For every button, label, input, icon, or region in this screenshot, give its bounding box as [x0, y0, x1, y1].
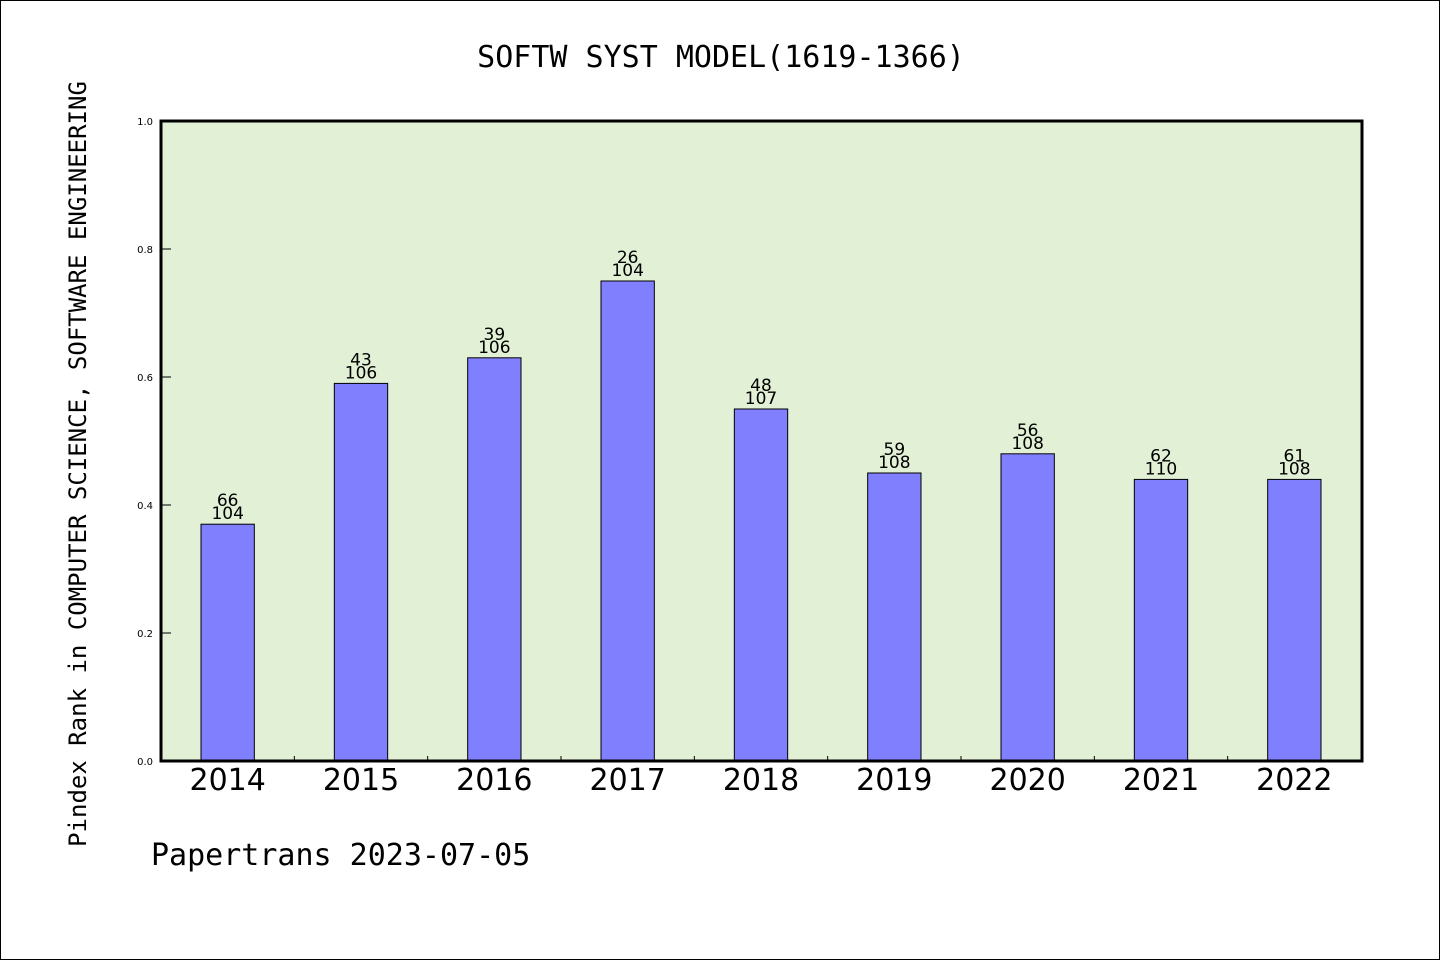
bar-total-label-2022: 108	[1278, 459, 1310, 479]
bar-2015	[333, 382, 389, 762]
plot-border	[159, 119, 1364, 763]
y-axis-label: Pindex Rank in COMPUTER SCIENCE, SOFTWAR…	[64, 81, 92, 847]
x-tick-label-2019: 2019	[856, 763, 932, 798]
bar-2017	[600, 280, 655, 762]
y-tick-label-0.0: 0.0	[137, 757, 153, 768]
bar-2014	[200, 523, 255, 762]
bar-rank-label-2015: 43	[350, 350, 372, 370]
bar-total-label-2021: 110	[1145, 459, 1177, 479]
y-tick-label-0.8: 0.8	[137, 245, 153, 256]
chart-title: SOFTW SYST MODEL(1619-1366)	[477, 40, 965, 75]
bar-2018	[733, 408, 789, 762]
bar-total-label-2014: 104	[211, 504, 243, 524]
bar-2019	[867, 472, 922, 762]
bar-rank-label-2021: 62	[1150, 446, 1172, 466]
footer-text: Papertrans 2023-07-05	[151, 838, 530, 873]
bar-rank-label-2022: 61	[1284, 446, 1306, 466]
x-tick-label-2014: 2014	[189, 763, 265, 798]
bar-2020	[1000, 453, 1055, 762]
bar-rank-label-2014: 66	[217, 491, 239, 511]
ticks-group: 2014 2015 2016 2017 2018 2019 2020 2021 2022 0.0 0…	[137, 117, 1332, 798]
bar-total-label-2020: 108	[1011, 434, 1043, 454]
bar-rank-label-2016: 39	[484, 325, 506, 345]
bar-total-label-2015: 106	[345, 363, 377, 383]
bar-total-label-2016: 106	[478, 338, 510, 358]
bar-rank-label-2020: 56	[1017, 421, 1039, 441]
x-tick-label-2016: 2016	[456, 763, 532, 798]
bar-total-label-2017: 104	[611, 261, 643, 281]
y-tick-label-1.0: 1.0	[137, 117, 153, 128]
y-tick-label-0.6: 0.6	[137, 373, 153, 384]
bar-total-label-2018: 107	[745, 389, 777, 409]
x-tick-label-2022: 2022	[1256, 763, 1332, 798]
x-tick-label-2015: 2015	[323, 763, 399, 798]
bar-rank-label-2018: 48	[750, 376, 772, 396]
x-tick-label-2017: 2017	[589, 763, 665, 798]
bar-rank-label-2019: 59	[884, 440, 906, 460]
x-tick-label-2018: 2018	[723, 763, 799, 798]
bar-rank-label-2017: 26	[617, 248, 639, 268]
x-tick-label-2020: 2020	[989, 763, 1065, 798]
y-tick-label-0.2: 0.2	[137, 629, 153, 640]
bar-2022	[1267, 478, 1322, 762]
bar-2021	[1133, 478, 1189, 762]
bar-total-label-2019: 108	[878, 453, 910, 473]
bars-group: 6610443106391062610448107591085610862110…	[200, 248, 1322, 762]
y-tick-label-0.4: 0.4	[137, 501, 153, 512]
x-tick-label-2021: 2021	[1123, 763, 1199, 798]
bar-2016	[467, 357, 522, 762]
